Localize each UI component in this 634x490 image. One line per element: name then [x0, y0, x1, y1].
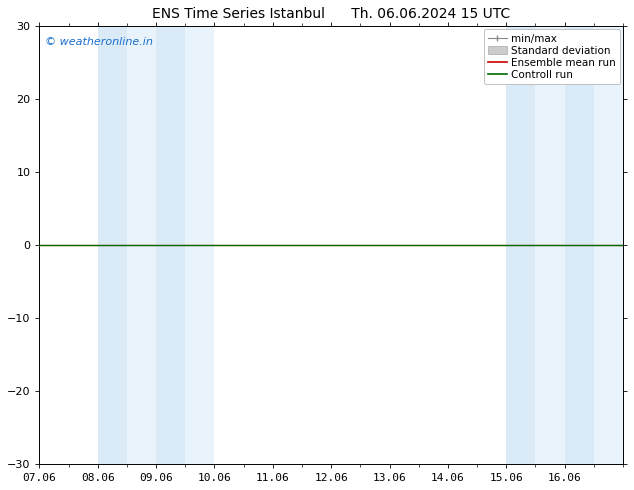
Bar [156, 26, 185, 464]
Bar [98, 26, 127, 464]
Title: ENS Time Series Istanbul      Th. 06.06.2024 15 UTC: ENS Time Series Istanbul Th. 06.06.2024 … [152, 7, 510, 21]
Bar [564, 26, 593, 464]
Bar [506, 26, 535, 464]
Bar [127, 26, 156, 464]
Bar [593, 26, 623, 464]
Bar [185, 26, 214, 464]
Bar [535, 26, 564, 464]
Text: © weatheronline.in: © weatheronline.in [45, 37, 153, 47]
Legend: min/max, Standard deviation, Ensemble mean run, Controll run: min/max, Standard deviation, Ensemble me… [484, 29, 620, 84]
